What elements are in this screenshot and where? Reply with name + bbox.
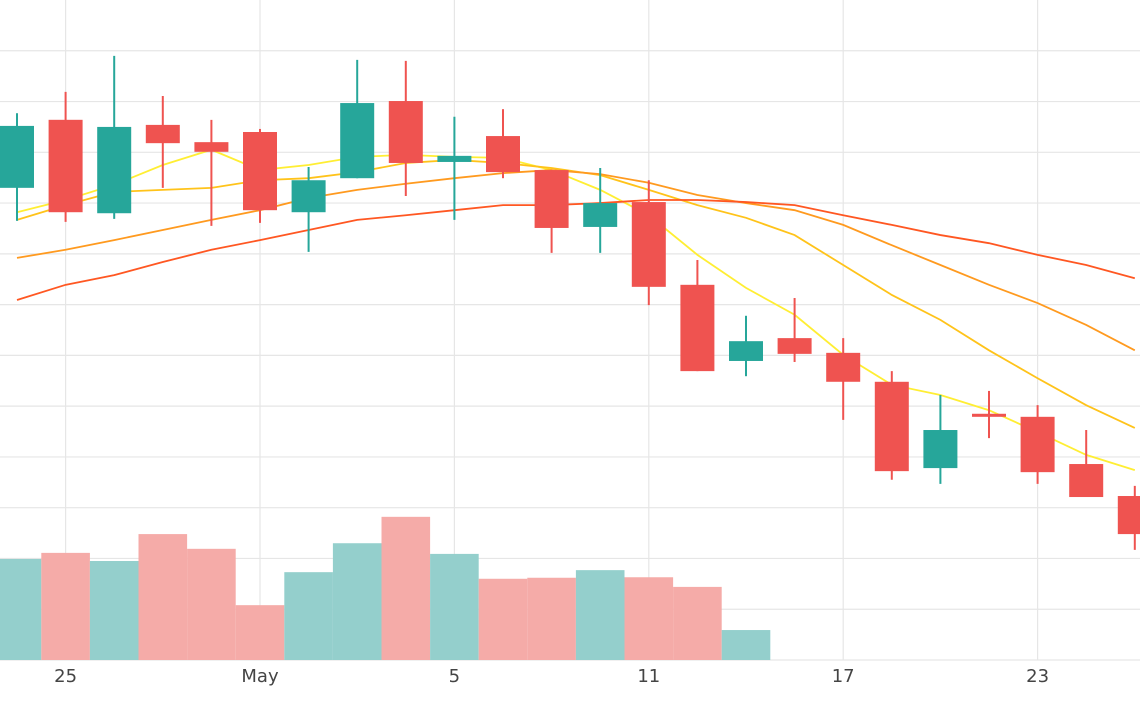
moving-average-line xyxy=(16,148,1136,471)
candle-body xyxy=(534,170,569,228)
candle-body xyxy=(826,352,861,382)
candle-body xyxy=(486,136,520,173)
x-tick-label: 23 xyxy=(1026,666,1049,687)
candle-body xyxy=(1117,496,1140,535)
volume-bar xyxy=(187,548,236,660)
candle-body xyxy=(729,341,763,361)
volume-bar xyxy=(0,558,42,660)
moving-average-line xyxy=(16,169,1136,352)
candle-body xyxy=(0,125,34,188)
candle-body xyxy=(97,126,132,214)
x-tick-label: 17 xyxy=(832,666,855,687)
volume-bar xyxy=(624,577,674,660)
volume-bar xyxy=(235,605,285,660)
volume-bar xyxy=(138,534,188,660)
x-axis: 25 May 5 11 17 23 xyxy=(54,666,1049,687)
volume-bar xyxy=(89,561,139,660)
volume-bar xyxy=(381,516,431,660)
candle-body xyxy=(340,103,375,179)
candle-body xyxy=(923,430,958,469)
candle-body xyxy=(388,101,423,163)
candle-body xyxy=(48,119,83,213)
candle-body xyxy=(243,132,277,211)
candle-body xyxy=(291,180,326,213)
volume-bar xyxy=(284,572,333,660)
candle-body xyxy=(631,202,666,287)
candle-layer xyxy=(0,55,1140,550)
volume-bar xyxy=(721,630,771,660)
volume-bar xyxy=(575,570,625,660)
candle-body xyxy=(972,413,1006,417)
x-tick-label: May xyxy=(241,666,279,687)
candle-body xyxy=(1020,416,1055,473)
volume-layer xyxy=(0,516,771,660)
candle-body xyxy=(437,155,472,162)
x-tick-label: 11 xyxy=(637,666,660,687)
x-tick-label: 25 xyxy=(54,666,77,687)
grid xyxy=(0,0,1140,661)
x-tick-label: 5 xyxy=(449,666,460,687)
moving-average-line xyxy=(16,199,1136,301)
candle-body xyxy=(680,284,715,372)
candle-body xyxy=(583,203,618,227)
candle-body xyxy=(145,124,180,144)
candle-body xyxy=(1069,464,1104,498)
volume-bar xyxy=(527,577,576,660)
volume-bar xyxy=(41,552,90,660)
candle-body xyxy=(874,381,909,472)
volume-bar xyxy=(332,543,382,660)
moving-average-line xyxy=(16,159,1136,429)
candle-body xyxy=(777,338,812,354)
moving-average-layer xyxy=(16,148,1136,471)
volume-bar xyxy=(478,578,528,660)
candle-body xyxy=(194,142,229,152)
volume-bar xyxy=(430,553,479,660)
volume-bar xyxy=(673,586,722,660)
